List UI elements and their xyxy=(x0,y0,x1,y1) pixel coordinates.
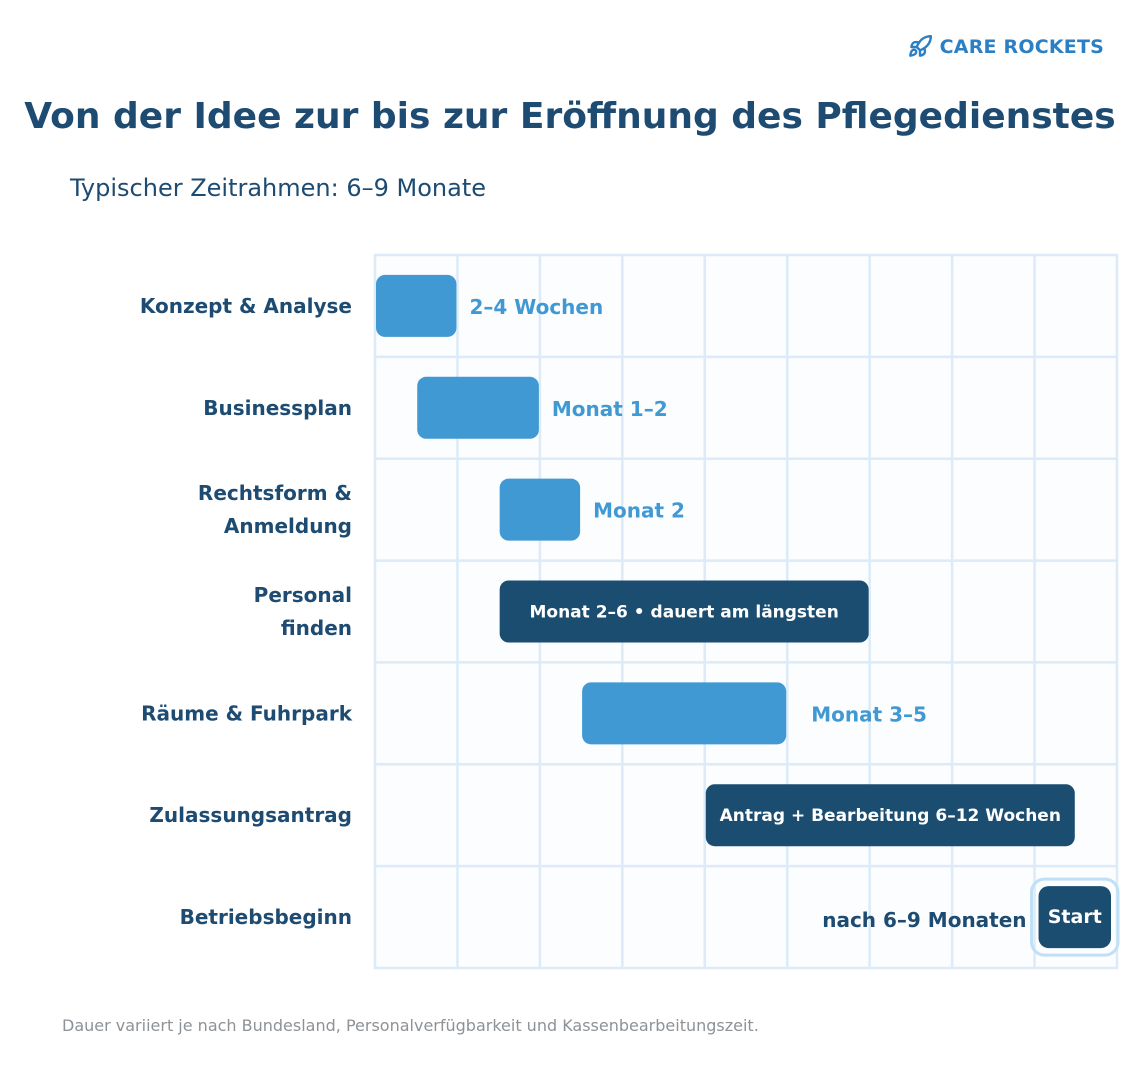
task-annotation: Monat 2–6 • dauert am längsten xyxy=(529,603,838,623)
footnote: Dauer variiert je nach Bundesland, Perso… xyxy=(62,1016,759,1035)
gantt-chart: Konzept & Analyse 2–4 Wochen Businessplan M… xyxy=(140,253,1120,970)
milestone-halo xyxy=(1030,877,1120,957)
page-title: Von der Idee zur bis zur Eröffnung des P… xyxy=(24,96,1116,137)
task-label: Rechtsform & xyxy=(198,481,352,505)
milestone-marker xyxy=(1038,886,1111,949)
task-label: Businessplan xyxy=(203,396,352,420)
task-label: Zulassungsantrag xyxy=(149,803,352,827)
brand-name: CARE ROCKETS xyxy=(939,36,1104,58)
milestone-label: Start xyxy=(1048,906,1102,928)
task-bar xyxy=(417,376,539,439)
brand-logo: CARE ROCKETS xyxy=(907,34,1104,60)
task-bar xyxy=(499,478,581,541)
task-annotation: Monat 3–5 xyxy=(811,702,927,726)
task-annotation: Monat 2 xyxy=(593,499,685,523)
task-label: Personal xyxy=(254,583,352,607)
task-annotation: 2–4 Wochen xyxy=(469,295,603,319)
task-annotation: Monat 1–2 xyxy=(552,397,668,421)
task-label: Räume & Fuhrpark xyxy=(141,701,353,725)
rocket-icon xyxy=(908,34,932,57)
task-bar xyxy=(376,274,457,337)
task-label: finden xyxy=(281,616,352,640)
task-annotation: Antrag + Bearbeitung 6–12 Wochen xyxy=(720,806,1061,826)
task-bar xyxy=(582,682,787,745)
task-label: Konzept & Analyse xyxy=(140,294,352,318)
task-bar xyxy=(705,784,1075,847)
task-label: Betriebsbeginn xyxy=(180,905,352,929)
task-bar xyxy=(499,580,869,643)
page-subtitle: Typischer Zeitrahmen: 6–9 Monate xyxy=(70,174,486,202)
task-label: Anmeldung xyxy=(224,514,352,538)
milestone-annotation: nach 6–9 Monaten xyxy=(822,908,1026,932)
